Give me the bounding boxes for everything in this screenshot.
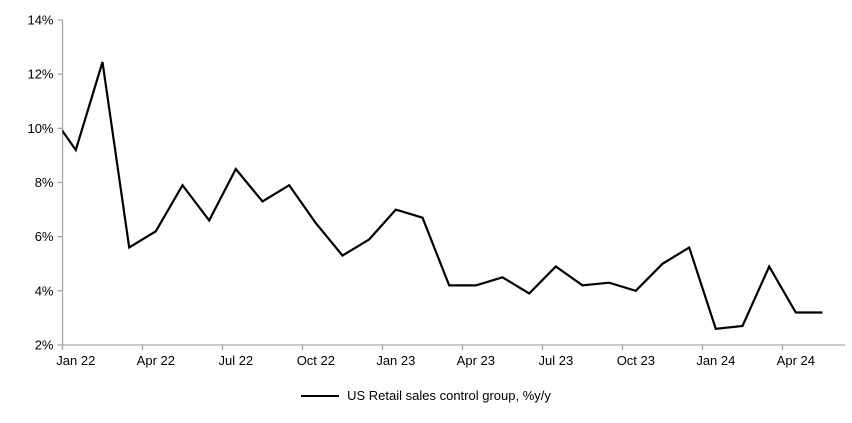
y-axis-tick-label: 8%: [35, 175, 54, 190]
x-axis-tick-label: Oct 23: [617, 353, 655, 368]
x-axis-tick-label: Apr 24: [777, 353, 815, 368]
y-axis-tick-label: 6%: [35, 229, 54, 244]
x-axis-tick-label: Oct 22: [297, 353, 335, 368]
y-axis-tick-label: 10%: [27, 121, 53, 136]
y-axis-tick-label: 14%: [27, 13, 53, 28]
legend: US Retail sales control group, %y/y: [0, 388, 852, 403]
y-axis-tick-label: 2%: [35, 338, 54, 353]
series-line-us-retail-control-group: [62, 61, 823, 330]
x-axis-tick-label: Jul 23: [538, 353, 573, 368]
legend-label: US Retail sales control group, %y/y: [347, 388, 551, 403]
x-axis-tick-label: Jul 22: [218, 353, 253, 368]
y-axis-tick-label: 12%: [27, 67, 53, 82]
x-axis-tick-label: Jan 23: [376, 353, 415, 368]
y-axis-tick-label: 4%: [35, 283, 54, 298]
legend-line-marker: [301, 394, 340, 397]
x-axis-tick-label: Jan 22: [56, 353, 95, 368]
x-axis-tick-label: Apr 22: [137, 353, 175, 368]
retail-sales-line-chart: 2% 4% 6% 8% 10% 12% 14% Jan 22 Apr 22 Jul 22 Oct 2…: [27, 13, 845, 368]
x-axis-tick-label: Jan 24: [696, 353, 735, 368]
x-axis-tick-label: Apr 23: [457, 353, 495, 368]
